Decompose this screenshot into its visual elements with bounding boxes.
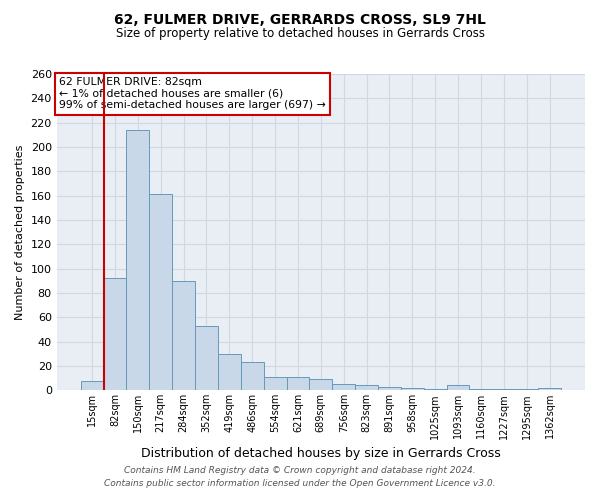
Bar xyxy=(538,388,561,390)
Bar xyxy=(149,194,172,390)
Bar xyxy=(172,281,195,390)
Bar xyxy=(401,388,424,390)
Bar xyxy=(469,389,493,390)
Bar xyxy=(515,389,538,390)
Bar xyxy=(127,130,149,390)
Bar xyxy=(493,389,515,390)
Text: 62, FULMER DRIVE, GERRARDS CROSS, SL9 7HL: 62, FULMER DRIVE, GERRARDS CROSS, SL9 7H… xyxy=(114,12,486,26)
Text: 62 FULMER DRIVE: 82sqm
← 1% of detached houses are smaller (6)
99% of semi-detac: 62 FULMER DRIVE: 82sqm ← 1% of detached … xyxy=(59,77,326,110)
Bar xyxy=(80,380,104,390)
Bar xyxy=(104,278,127,390)
Bar xyxy=(287,377,310,390)
Text: Contains HM Land Registry data © Crown copyright and database right 2024.
Contai: Contains HM Land Registry data © Crown c… xyxy=(104,466,496,487)
Bar xyxy=(378,386,401,390)
Y-axis label: Number of detached properties: Number of detached properties xyxy=(15,144,25,320)
Bar xyxy=(355,386,378,390)
Bar xyxy=(241,362,263,390)
Bar xyxy=(332,384,355,390)
Bar xyxy=(446,386,469,390)
Bar xyxy=(424,389,446,390)
Bar xyxy=(263,377,287,390)
Bar xyxy=(195,326,218,390)
X-axis label: Distribution of detached houses by size in Gerrards Cross: Distribution of detached houses by size … xyxy=(141,447,501,460)
Text: Size of property relative to detached houses in Gerrards Cross: Size of property relative to detached ho… xyxy=(115,28,485,40)
Bar xyxy=(218,354,241,391)
Bar xyxy=(310,380,332,390)
